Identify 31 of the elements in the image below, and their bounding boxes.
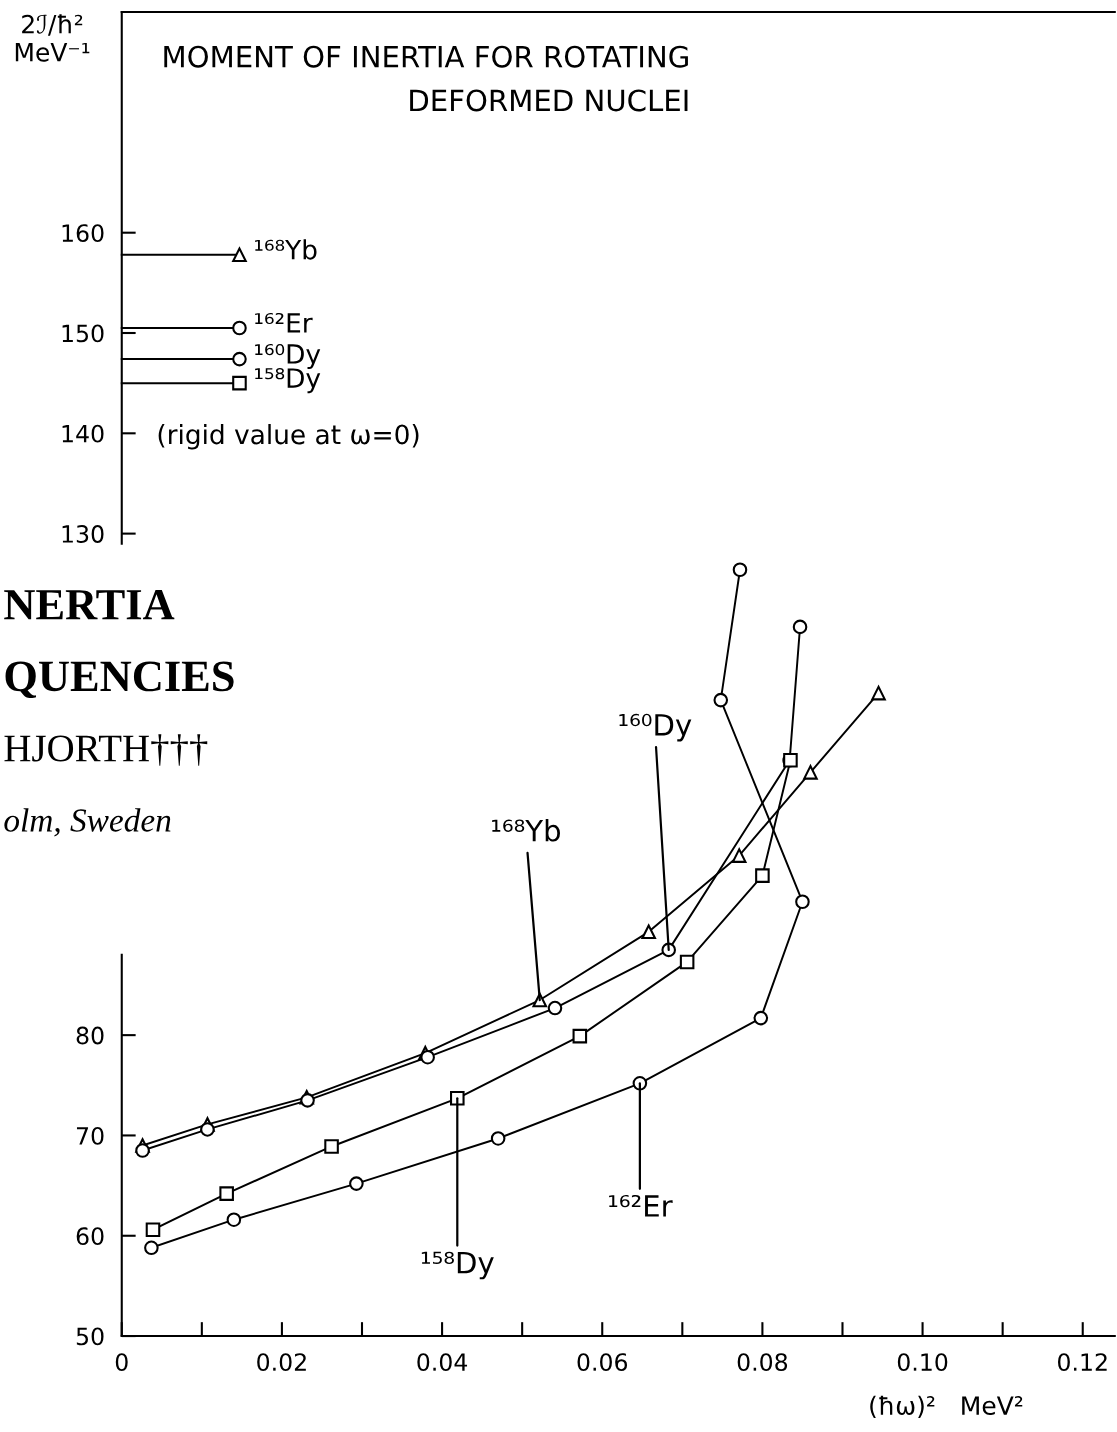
series-label: ¹⁶⁰Dy xyxy=(255,344,321,370)
annotation: HJORTH††† xyxy=(4,734,208,766)
annotation: olm, Sweden xyxy=(4,808,171,837)
annotation: ¹⁶⁰Dy xyxy=(619,713,692,742)
y-tick-label: 150 xyxy=(62,324,104,343)
x-tick-label: 0.06 xyxy=(577,1353,628,1371)
annotation: QUENCIES xyxy=(5,661,234,699)
y-tick-label: 50 xyxy=(76,1327,104,1346)
y-tick-label: 140 xyxy=(62,424,104,443)
y-tick-label: 70 xyxy=(76,1126,104,1145)
y-axis-title: 2ℐ/ħ² MeV⁻¹ xyxy=(15,14,90,62)
annotation: (rigid value at ω=0) xyxy=(158,423,419,450)
x-tick-label: 0 xyxy=(115,1353,128,1371)
annotation: ¹⁵⁸Dy xyxy=(421,1251,494,1280)
y-tick-label: 80 xyxy=(76,1026,104,1045)
x-tick-label: 0.02 xyxy=(257,1353,306,1371)
x-tick-label: 0.08 xyxy=(737,1353,788,1371)
text: MOMENT OF INERTIA FOR ROTATING DEFORMED NUCLEI xyxy=(164,45,688,112)
x-tick-label: 0.04 xyxy=(417,1353,468,1371)
x-tick-label: 0.12 xyxy=(1058,1353,1107,1371)
annotation: NERTIA xyxy=(4,589,175,620)
series-label: ¹⁶⁸Yb xyxy=(255,239,317,260)
series-label: ¹⁵⁸Dy xyxy=(255,368,321,394)
annotation: ¹⁶²Er xyxy=(609,1194,673,1217)
y-tick-label: 60 xyxy=(76,1227,104,1246)
series-label: ¹⁶²Er xyxy=(255,312,313,333)
x-axis-title: (ħω)² MeV² xyxy=(870,1395,1023,1418)
x-tick-label: 0.10 xyxy=(897,1353,948,1371)
annotation: ¹⁶⁸Yb xyxy=(492,819,560,842)
y-tick-label: 130 xyxy=(62,525,104,543)
y-tick-label: 160 xyxy=(62,224,104,243)
